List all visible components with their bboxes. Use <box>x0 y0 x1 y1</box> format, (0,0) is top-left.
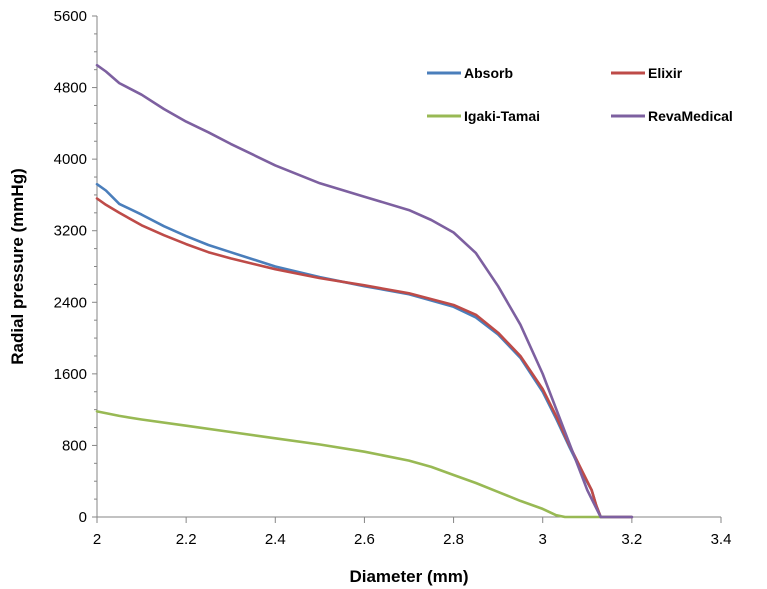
x-tick-label: 2 <box>93 531 101 548</box>
y-tick-label: 4800 <box>54 80 87 97</box>
x-tick-label: 2.4 <box>265 531 286 548</box>
x-tick-label: 3.4 <box>711 531 732 548</box>
legend-label-igaki-tamai: Igaki-Tamai <box>464 108 540 124</box>
legend-label-elixir: Elixir <box>648 65 683 81</box>
series-line-revamedical <box>95 63 634 519</box>
y-tick-label: 4000 <box>54 151 87 168</box>
y-tick-label: 0 <box>79 509 87 526</box>
x-ticks: 2 2.2 2.4 2.6 2.8 3 3.2 3.4 <box>93 517 732 548</box>
y-tick-label: 800 <box>62 437 87 454</box>
series-line-igaki-tamai <box>95 410 611 519</box>
series-line-absorb <box>95 182 634 519</box>
y-tick-label: 2400 <box>54 294 87 311</box>
x-tick-label: 2.2 <box>176 531 197 548</box>
y-tick-label: 3200 <box>54 223 87 240</box>
legend-label-absorb: Absorb <box>464 65 513 81</box>
x-tick-label: 3.2 <box>621 531 642 548</box>
x-tick-label: 3 <box>539 531 547 548</box>
axes <box>96 16 721 518</box>
y-ticks: 0 800 1600 2400 3200 4000 4800 5600 <box>54 8 97 526</box>
x-tick-label: 2.6 <box>354 531 375 548</box>
y-axis-title: Radial pressure (mmHg) <box>8 168 27 365</box>
legend-label-revamedical: RevaMedical <box>648 108 733 124</box>
y-tick-label: 5600 <box>54 8 87 25</box>
legend: Absorb Elixir Igaki-Tamai RevaMedical <box>427 65 733 124</box>
x-tick-label: 2.8 <box>443 531 464 548</box>
series-line-elixir <box>95 197 634 519</box>
series-lines <box>95 63 634 519</box>
y-tick-label: 1600 <box>54 366 87 383</box>
x-axis-title: Diameter (mm) <box>349 567 468 586</box>
